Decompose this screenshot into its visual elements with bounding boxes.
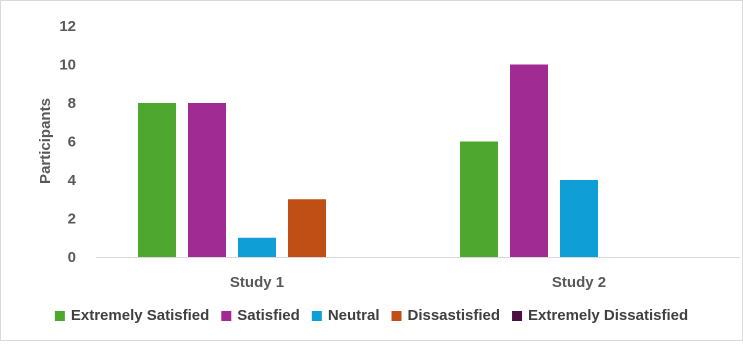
legend-swatch	[391, 311, 402, 321]
bar-study-2-neutral	[560, 180, 598, 257]
bar-study-2-extremely-satisfied	[460, 141, 498, 257]
legend-item: Satisfied	[221, 307, 300, 324]
legend-swatch	[512, 311, 523, 321]
legend-item: Dissastisfied	[391, 307, 501, 324]
bar-study-1-dissastisfied	[288, 199, 326, 257]
bar-study-1-extremely-satisfied	[138, 103, 176, 257]
bar-study-1-satisfied	[188, 103, 226, 257]
y-axis-title: Participants	[37, 98, 54, 184]
legend-label: Neutral	[328, 307, 380, 324]
bar-study-2-satisfied	[510, 64, 548, 257]
legend-swatch	[54, 311, 65, 321]
legend-label: Extremely Dissatisfied	[528, 307, 688, 324]
legend-item: Neutral	[311, 307, 380, 324]
y-tick-label: 0	[68, 249, 76, 266]
y-axis-title-group: Participants	[37, 98, 54, 184]
y-tick-label: 6	[68, 134, 76, 151]
category-label: Study 1	[230, 274, 284, 291]
legend-swatch	[221, 311, 232, 321]
y-tick-label: 8	[68, 95, 76, 112]
category-label: Study 2	[552, 274, 606, 291]
y-tick-label: 2	[68, 211, 76, 228]
y-tick-label: 4	[68, 172, 77, 189]
legend-label: Dissastisfied	[408, 307, 501, 324]
bar-chart: Participants 0 2 4 6 8 10 12 Study 1 Study 2 Ex…	[37, 18, 740, 324]
legend-item: Extremely Satisfied	[54, 307, 209, 324]
legend-label: Extremely Satisfied	[71, 307, 209, 324]
y-tick-label: 10	[59, 57, 76, 74]
bar-study-1-neutral	[238, 237, 276, 257]
legend-item: Extremely Dissatisfied	[512, 307, 688, 324]
legend-label: Satisfied	[237, 307, 300, 324]
y-tick-label: 12	[59, 18, 76, 35]
legend-swatch	[311, 311, 322, 321]
